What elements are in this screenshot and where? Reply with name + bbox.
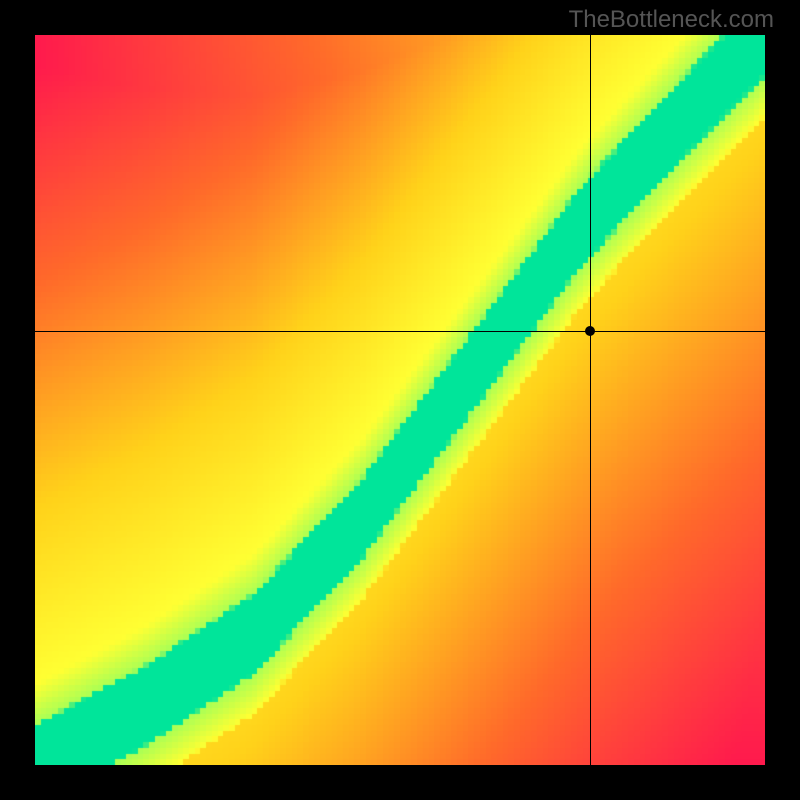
- heatmap-plot: [35, 35, 765, 765]
- heatmap-canvas: [35, 35, 765, 765]
- crosshair-horizontal: [35, 331, 765, 332]
- watermark-text: TheBottleneck.com: [569, 6, 774, 34]
- crosshair-marker: [585, 326, 595, 336]
- crosshair-vertical: [590, 35, 591, 765]
